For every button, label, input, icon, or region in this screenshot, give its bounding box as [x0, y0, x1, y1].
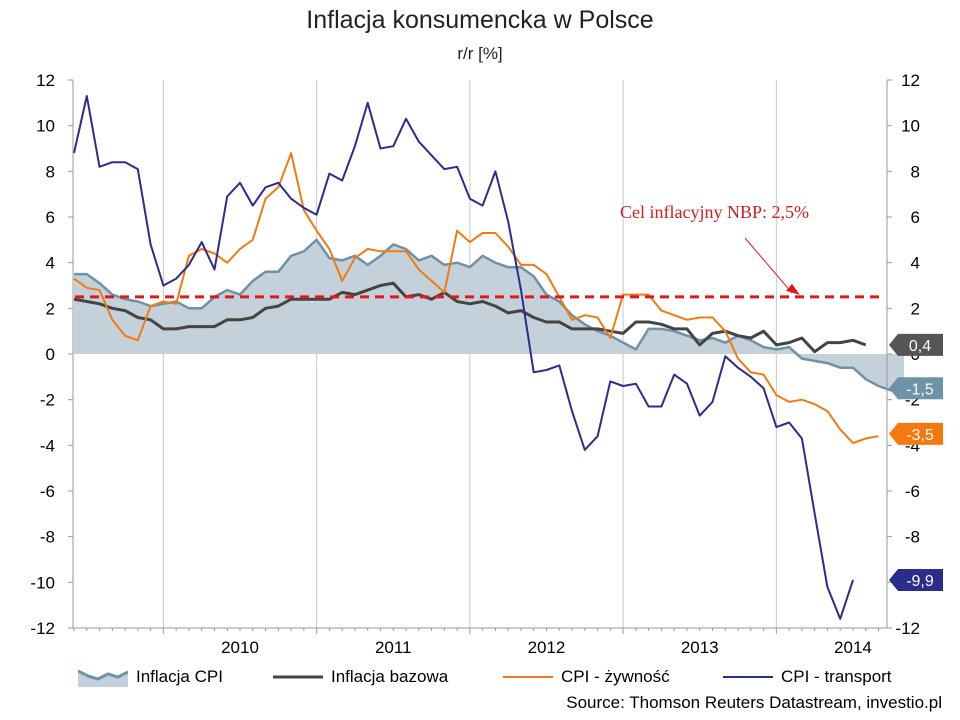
legend-label-cpi-zywnosc: CPI - żywność — [561, 667, 670, 686]
value-badge: -9,9 — [889, 569, 943, 592]
x-tick-label: 2013 — [681, 638, 719, 657]
target-annotation-label: Cel inflacyjny NBP: 2,5% — [620, 202, 809, 222]
x-tick-label: 2012 — [528, 638, 566, 657]
series-line-inflacja-bazowa — [73, 281, 867, 354]
legend-swatch-transport — [723, 676, 773, 678]
value-badge-shape — [889, 377, 943, 400]
x-tick-label: 2011 — [375, 638, 412, 657]
y-tick-label-right: 4 — [911, 254, 920, 273]
value-badge-text: -1,5 — [906, 381, 934, 398]
legend-item-inflacja-cpi: Inflacja CPI — [78, 665, 223, 689]
y-tick-label-left: 2 — [46, 299, 55, 318]
series-layer — [73, 95, 905, 620]
x-tick-label: 2014 — [834, 638, 872, 657]
y-tick-label-left: -6 — [40, 482, 55, 501]
y-tick-label-right: 8 — [911, 162, 920, 181]
value-badge-text: -3,5 — [906, 427, 934, 444]
value-badge-shape — [889, 333, 943, 356]
y-tick-label-left: 12 — [36, 71, 55, 90]
y-tick-label-left: 4 — [46, 254, 55, 273]
y-tick-label-left: 0 — [46, 345, 55, 364]
series-line-cpi-transport — [73, 95, 854, 620]
y-tick-label-left: -2 — [40, 391, 55, 410]
series-line-cpi-zywnosc — [73, 152, 879, 445]
y-tick-label-left: 8 — [46, 162, 55, 181]
x-tick-label: 2010 — [221, 638, 259, 657]
legend-label-cpi-transport: CPI - transport — [781, 667, 892, 686]
y-tick-label-right: -8 — [905, 528, 920, 547]
legend-swatch-bazowa — [273, 675, 323, 679]
value-badge: -3,5 — [889, 422, 943, 445]
annotation-arrowhead — [786, 283, 800, 295]
y-tick-label-left: -10 — [30, 573, 55, 592]
y-tick-label-left: -12 — [30, 619, 55, 638]
legend-label-inflacja-bazowa: Inflacja bazowa — [331, 667, 449, 686]
y-tick-label-left: 6 — [46, 208, 55, 227]
legend-swatch-zywnosc — [503, 676, 553, 678]
source-note: Source: Thomson Reuters Datastream, inve… — [566, 693, 942, 712]
y-tick-label-right: -6 — [905, 482, 920, 501]
legend-item-cpi-transport: CPI - transport — [723, 665, 892, 689]
y-tick-label-right: 10 — [901, 117, 920, 136]
axis-layer: 20102011201220132014-12-12-10-10-8-8-6-6… — [30, 71, 920, 657]
legend-item-inflacja-bazowa: Inflacja bazowa — [273, 665, 448, 689]
value-badge-shape — [889, 422, 943, 445]
legend-item-cpi-zywnosc: CPI - żywność — [503, 665, 670, 689]
value-badge-text: 0,4 — [909, 338, 931, 355]
legend: Inflacja CPI Inflacja bazowa CPI - żywno… — [78, 665, 938, 689]
annotation-arrow-line — [744, 237, 793, 294]
series-line-inflacja-cpi — [74, 238, 905, 392]
legend-swatch-area — [78, 669, 128, 687]
y-tick-label-right: 2 — [911, 299, 920, 318]
y-tick-label-right: 12 — [901, 71, 920, 90]
badge-layer: 0,4 -1,5 -3,5 -9,9 — [889, 333, 943, 592]
y-tick-label-right: -12 — [895, 619, 920, 638]
value-badge-shape — [889, 569, 943, 592]
y-tick-label-left: 10 — [36, 117, 55, 136]
series-area-inflacja-cpi — [74, 239, 904, 391]
y-tick-label-left: -8 — [40, 528, 55, 547]
value-badge: 0,4 — [889, 333, 943, 356]
chart-subtitle: r/r [%] — [457, 44, 503, 63]
y-tick-label-left: -4 — [40, 436, 55, 455]
annotation-layer: Cel inflacyjny NBP: 2,5% — [620, 202, 809, 295]
y-tick-label-right: 6 — [911, 208, 920, 227]
value-badge: -1,5 — [889, 377, 943, 400]
value-badge-text: -9,9 — [906, 573, 934, 590]
chart-title: Inflacja konsumencka w Polsce — [306, 6, 654, 34]
legend-label-inflacja-cpi: Inflacja CPI — [136, 667, 223, 686]
